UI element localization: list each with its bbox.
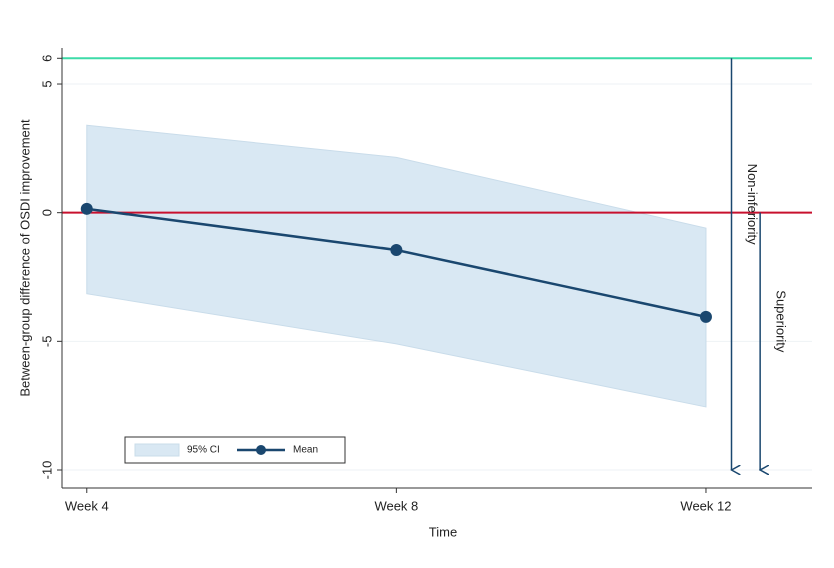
x-tick-label: Week 4	[65, 498, 109, 513]
legend-marker	[256, 445, 266, 455]
mean-point	[390, 243, 403, 256]
x-tick-label: Week 12	[680, 498, 731, 513]
y-tick-label: 0	[39, 209, 54, 216]
legend-swatch	[134, 443, 180, 457]
y-tick-label: -10	[39, 461, 54, 480]
mean-point	[80, 202, 93, 215]
y-tick-label: 6	[39, 55, 54, 62]
ci-band	[86, 124, 707, 408]
y-axis-title: Between-group difference of OSDI improve…	[17, 119, 32, 397]
annotation-label: Superiority	[774, 290, 789, 353]
x-axis-title: Time	[429, 524, 457, 539]
annotation-label: Non-inferiority	[745, 164, 760, 245]
y-tick-label: 5	[39, 80, 54, 87]
legend-label: 95% CI	[187, 445, 220, 456]
x-tick-label: Week 8	[374, 498, 418, 513]
y-tick-label: -5	[39, 336, 54, 348]
legend-label: Mean	[293, 445, 318, 456]
mean-point	[699, 310, 712, 323]
